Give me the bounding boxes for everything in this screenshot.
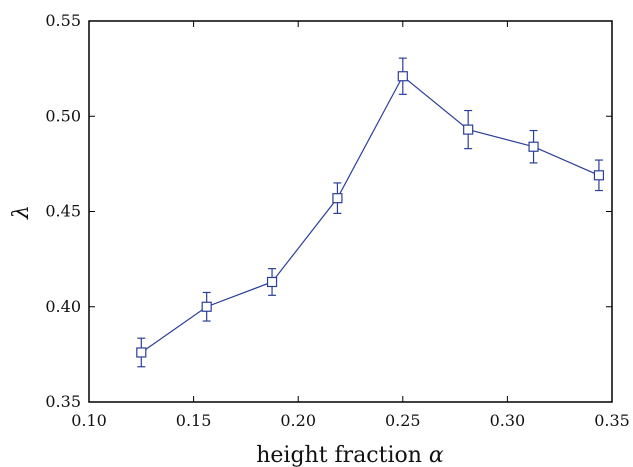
data-point	[266, 268, 278, 296]
series-line	[140, 75, 600, 353]
data-point	[528, 129, 539, 164]
data-point	[136, 337, 147, 368]
y-tick-label: 0.55	[45, 11, 81, 30]
data-point	[397, 57, 408, 95]
square-marker	[201, 301, 212, 312]
x-tick-label: 0.35	[594, 411, 630, 430]
plot-frame	[88, 20, 613, 403]
y-axis-label: λ	[9, 205, 34, 220]
series-layer	[136, 57, 605, 368]
y-tick-label: 0.35	[45, 392, 81, 411]
x-tick-label: 0.15	[176, 411, 212, 430]
data-point	[593, 159, 605, 192]
x-axis-label-symbol: α	[429, 443, 444, 467]
x-tick-label: 0.25	[385, 411, 421, 430]
y-tick-label: 0.50	[45, 106, 81, 125]
data-point	[332, 182, 343, 215]
y-tick-label: 0.40	[45, 297, 81, 316]
plot-border	[88, 20, 613, 403]
square-marker	[397, 71, 408, 82]
x-axis-label-text: height fraction	[256, 443, 422, 467]
y-tick-label: 0.45	[45, 202, 81, 221]
data-point	[201, 291, 212, 322]
square-marker	[136, 347, 147, 358]
square-marker	[528, 141, 539, 152]
data-point	[463, 109, 474, 150]
square-marker	[332, 193, 343, 204]
square-marker	[593, 170, 605, 181]
x-axis-ticks: 0.10 0.15 0.20 0.25 0.30 0.35	[71, 21, 630, 430]
x-tick-label: 0.20	[280, 411, 316, 430]
x-tick-label: 0.30	[490, 411, 526, 430]
square-marker	[266, 276, 278, 288]
x-axis-label: height fraction α	[256, 443, 444, 467]
y-axis-ticks: 0.35 0.40 0.45 0.50 0.55	[45, 11, 612, 411]
x-tick-label: 0.10	[71, 411, 107, 430]
square-marker	[463, 124, 474, 135]
